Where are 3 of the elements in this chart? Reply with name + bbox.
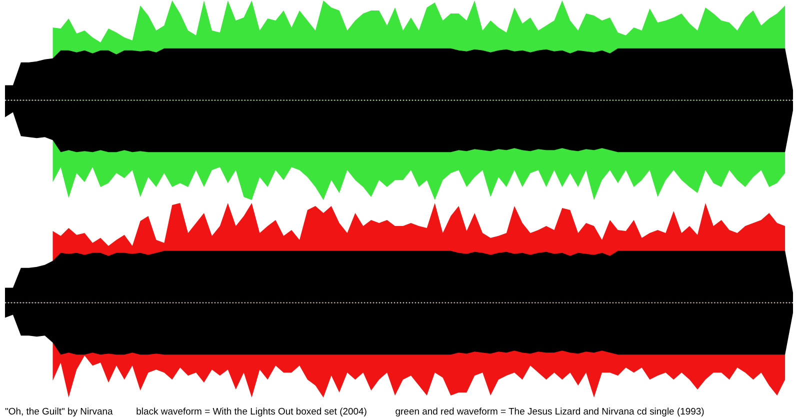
text: black waveform = With the Lights Out boxed set (2004) xyxy=(136,406,367,418)
text: "Oh, the Guilt" by Nirvana xyxy=(4,406,114,418)
text: green and red waveform = The Jesus Lizard and Nirvana cd single (1993) xyxy=(395,406,704,418)
